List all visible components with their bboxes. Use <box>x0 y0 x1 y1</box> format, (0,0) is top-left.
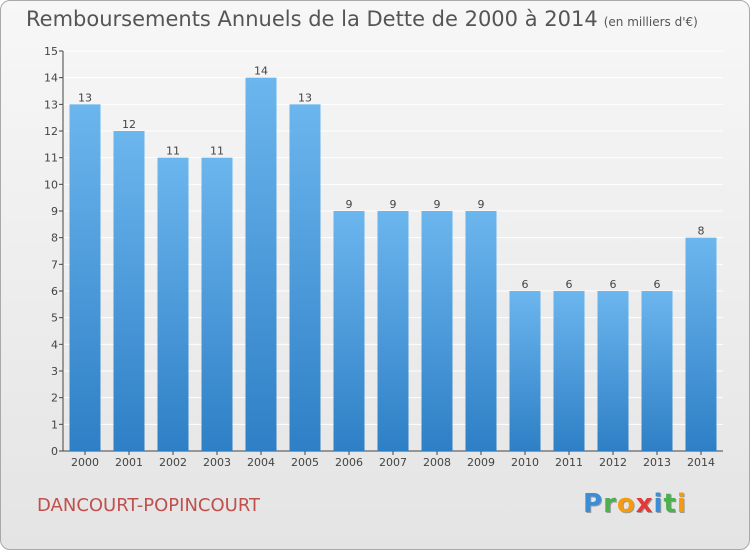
data-label: 8 <box>698 225 705 238</box>
y-tick-label: 12 <box>44 125 58 138</box>
data-label: 9 <box>390 198 397 211</box>
bar-2007 <box>377 211 409 451</box>
data-label: 13 <box>78 91 92 104</box>
chart-title-text: Remboursements Annuels de la Dette de 20… <box>26 7 598 31</box>
chart-unit: (en milliers d'€) <box>603 15 698 29</box>
x-tick-label: 2004 <box>247 456 275 469</box>
data-label: 12 <box>122 118 136 131</box>
y-tick-label: 14 <box>44 72 58 85</box>
x-tick-label: 2007 <box>379 456 407 469</box>
y-tick-label: 7 <box>51 258 58 271</box>
x-tick-label: 2006 <box>335 456 363 469</box>
bar-2011 <box>553 291 585 451</box>
bar-2005 <box>289 104 321 451</box>
data-label: 6 <box>654 278 661 291</box>
logo-letter: i <box>676 489 687 519</box>
x-tick-label: 2014 <box>687 456 715 469</box>
y-tick-label: 3 <box>51 365 58 378</box>
bar-2001 <box>113 131 145 451</box>
data-label: 9 <box>346 198 353 211</box>
bar-2009 <box>465 211 497 451</box>
x-tick-label: 2001 <box>115 456 143 469</box>
x-tick-label: 2000 <box>71 456 99 469</box>
bar-2003 <box>201 157 233 451</box>
y-tick-label: 4 <box>51 338 58 351</box>
logo-letter: o <box>616 489 636 519</box>
data-label: 6 <box>522 278 529 291</box>
x-tick-label: 2012 <box>599 456 627 469</box>
data-label: 6 <box>566 278 573 291</box>
x-tick-label: 2005 <box>291 456 319 469</box>
logo-letter: x <box>635 489 654 519</box>
y-tick-label: 8 <box>51 232 58 245</box>
y-tick-label: 6 <box>51 285 58 298</box>
bar-2006 <box>333 211 365 451</box>
data-label: 9 <box>478 198 485 211</box>
location-label: DANCOURT-POPINCOURT <box>37 495 261 516</box>
data-label: 11 <box>210 145 224 158</box>
x-tick-label: 2010 <box>511 456 539 469</box>
y-tick-label: 0 <box>51 445 58 458</box>
bar-2012 <box>597 291 629 451</box>
x-tick-label: 2009 <box>467 456 495 469</box>
bar-2010 <box>509 291 541 451</box>
logo-letter: i <box>653 489 664 519</box>
data-label: 11 <box>166 145 180 158</box>
bar-2014 <box>685 237 717 451</box>
y-tick-label: 5 <box>51 312 58 325</box>
y-tick-label: 11 <box>44 152 58 165</box>
data-label: 9 <box>434 198 441 211</box>
logo-letter: r <box>603 489 617 519</box>
x-tick-label: 2003 <box>203 456 231 469</box>
y-tick-label: 2 <box>51 392 58 405</box>
y-tick-label: 10 <box>44 178 58 191</box>
data-label: 14 <box>254 65 268 78</box>
bar-2000 <box>69 104 101 451</box>
x-tick-label: 2002 <box>159 456 187 469</box>
x-tick-label: 2008 <box>423 456 451 469</box>
logo-letter: P <box>583 489 604 519</box>
y-tick-label: 15 <box>44 45 58 58</box>
data-label: 6 <box>610 278 617 291</box>
x-tick-label: 2011 <box>555 456 583 469</box>
logo-letter: t <box>663 489 677 519</box>
y-tick-label: 9 <box>51 205 58 218</box>
bar-2013 <box>641 291 673 451</box>
bar-2004 <box>245 77 277 452</box>
x-tick-label: 2013 <box>643 456 671 469</box>
chart-title: Remboursements Annuels de la Dette de 20… <box>26 7 698 31</box>
bar-2002 <box>157 157 189 451</box>
y-tick-label: 1 <box>51 418 58 431</box>
y-tick-label: 13 <box>44 98 58 111</box>
bar-2008 <box>421 211 453 451</box>
proxiti-logo: Proxiti <box>583 489 687 519</box>
data-label: 13 <box>298 91 312 104</box>
